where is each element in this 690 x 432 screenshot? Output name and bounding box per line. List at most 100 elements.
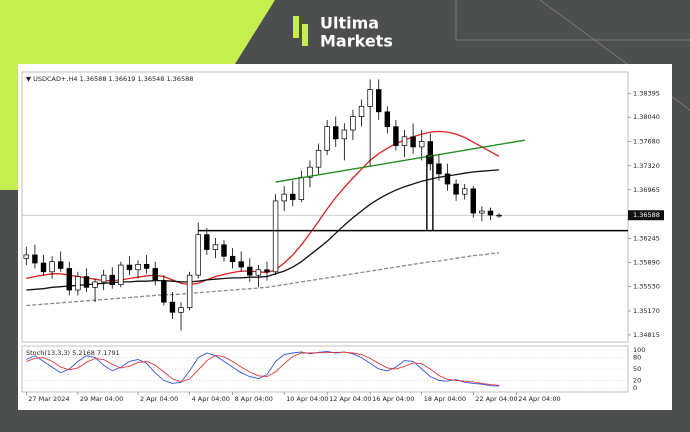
candle-body <box>401 136 408 146</box>
candle-body <box>298 176 305 200</box>
candle-body <box>229 255 236 263</box>
candle-body <box>92 281 98 288</box>
last-price-label: 1.36588 <box>633 211 660 219</box>
x-tick-label: 27 Mar 2024 <box>28 395 69 403</box>
y-tick-label: 1.37680 <box>633 138 660 146</box>
brand-name: Markets <box>320 32 393 51</box>
candle-body <box>393 126 399 146</box>
candle-body <box>186 274 193 308</box>
candle-body <box>83 276 90 288</box>
x-tick-label: 24 Apr 04:00 <box>518 395 560 403</box>
candle-body <box>427 141 434 165</box>
candle-body <box>255 269 262 276</box>
candle-body <box>118 264 124 285</box>
candle-body <box>307 166 313 178</box>
x-tick-label: 4 Apr 04:00 <box>192 395 230 403</box>
candle-body <box>341 129 348 140</box>
candle-body <box>247 266 253 276</box>
y-tick-label: 1.36245 <box>633 234 660 242</box>
candle-body <box>376 89 382 113</box>
candle-body <box>436 163 442 175</box>
candle-body <box>479 210 485 214</box>
symbol: USDCAD+,H4 <box>33 75 77 83</box>
candle-body <box>195 234 201 276</box>
candle-body <box>161 280 167 303</box>
x-tick-label: 8 Apr 04:00 <box>235 395 273 403</box>
stoch-header: Stoch(13,3,3) 5.2168 7.1791 <box>26 349 120 357</box>
candle-body <box>281 193 287 202</box>
candle-body <box>238 261 244 268</box>
candle-body <box>264 269 270 273</box>
stoch-tick-label: 100 <box>633 346 645 354</box>
moving-average <box>26 252 500 307</box>
header-close: 1.36588 <box>166 75 193 83</box>
background-accent <box>0 0 275 190</box>
logo-icon <box>293 16 308 46</box>
candle-body <box>66 268 72 291</box>
candle-body <box>315 149 322 168</box>
stoch-tick-label: 80 <box>633 354 641 362</box>
candle-body <box>461 188 468 195</box>
candle-body <box>350 116 356 131</box>
brand-name: Ultima <box>320 14 379 33</box>
stoch-tick-label: 50 <box>633 365 641 373</box>
candle-body <box>367 89 373 107</box>
y-tick-label: 1.38040 <box>633 113 660 121</box>
header-open: 1.36588 <box>80 75 107 83</box>
x-tick-label: 2 Apr 04:00 <box>140 395 178 403</box>
candle-body <box>109 274 115 285</box>
y-tick-label: 1.36965 <box>633 186 660 194</box>
x-tick-label: 12 Apr 04:00 <box>329 395 371 403</box>
stoch-k-value: 5.2168 <box>72 349 95 357</box>
candle-body <box>23 254 30 259</box>
arrow: ▼ <box>26 75 33 83</box>
chart-panel <box>18 64 672 410</box>
x-tick-label: 22 Apr 04:00 <box>475 395 517 403</box>
candle-body <box>143 264 150 269</box>
x-tick-label: 16 Apr 04:00 <box>372 395 414 403</box>
candle-body <box>40 262 47 273</box>
candle-body <box>333 126 339 140</box>
header-high: 1.36619 <box>109 75 136 83</box>
candle-body <box>496 214 502 217</box>
candle-body <box>32 254 38 264</box>
candle-body <box>453 183 459 195</box>
y-tick-label: 1.37320 <box>633 162 660 170</box>
candle-body <box>57 261 64 269</box>
candle-body <box>178 307 184 313</box>
candle-body <box>272 200 279 273</box>
stoch-d-value: 7.1791 <box>97 349 120 357</box>
trend-line <box>275 139 525 183</box>
candle-body <box>100 274 107 283</box>
candle-body <box>204 234 210 250</box>
stoch-tick-label: 20 <box>633 376 641 384</box>
stoch-label: Stoch(13,3,3) <box>26 349 70 357</box>
x-tick-label: 10 Apr 04:00 <box>286 395 328 403</box>
candle-body <box>49 261 55 273</box>
header-low: 1.36548 <box>138 75 165 83</box>
x-tick-label: 18 Apr 04:00 <box>424 395 466 403</box>
candle-body <box>221 244 227 257</box>
x-tick-label: 29 Mar 04:00 <box>80 395 123 403</box>
last-price-box <box>628 210 664 221</box>
candle-body <box>324 126 330 151</box>
candle-body <box>470 188 476 214</box>
candle-body <box>135 264 141 271</box>
y-tick-label: 1.34815 <box>633 331 660 339</box>
candle-body <box>212 244 219 250</box>
stoch-d <box>26 351 500 386</box>
candle-body <box>358 106 365 117</box>
candle-body <box>169 301 176 313</box>
candle-body <box>290 193 296 200</box>
y-tick-label: 1.35530 <box>633 283 660 291</box>
y-tick-label: 1.35170 <box>633 307 660 315</box>
candle-body <box>418 141 425 148</box>
candle-body <box>152 268 158 281</box>
y-tick-label: 1.38395 <box>633 89 660 97</box>
candle-body <box>126 264 133 271</box>
candle-body <box>384 111 391 128</box>
moving-average <box>26 169 500 291</box>
candle-body <box>444 173 451 185</box>
